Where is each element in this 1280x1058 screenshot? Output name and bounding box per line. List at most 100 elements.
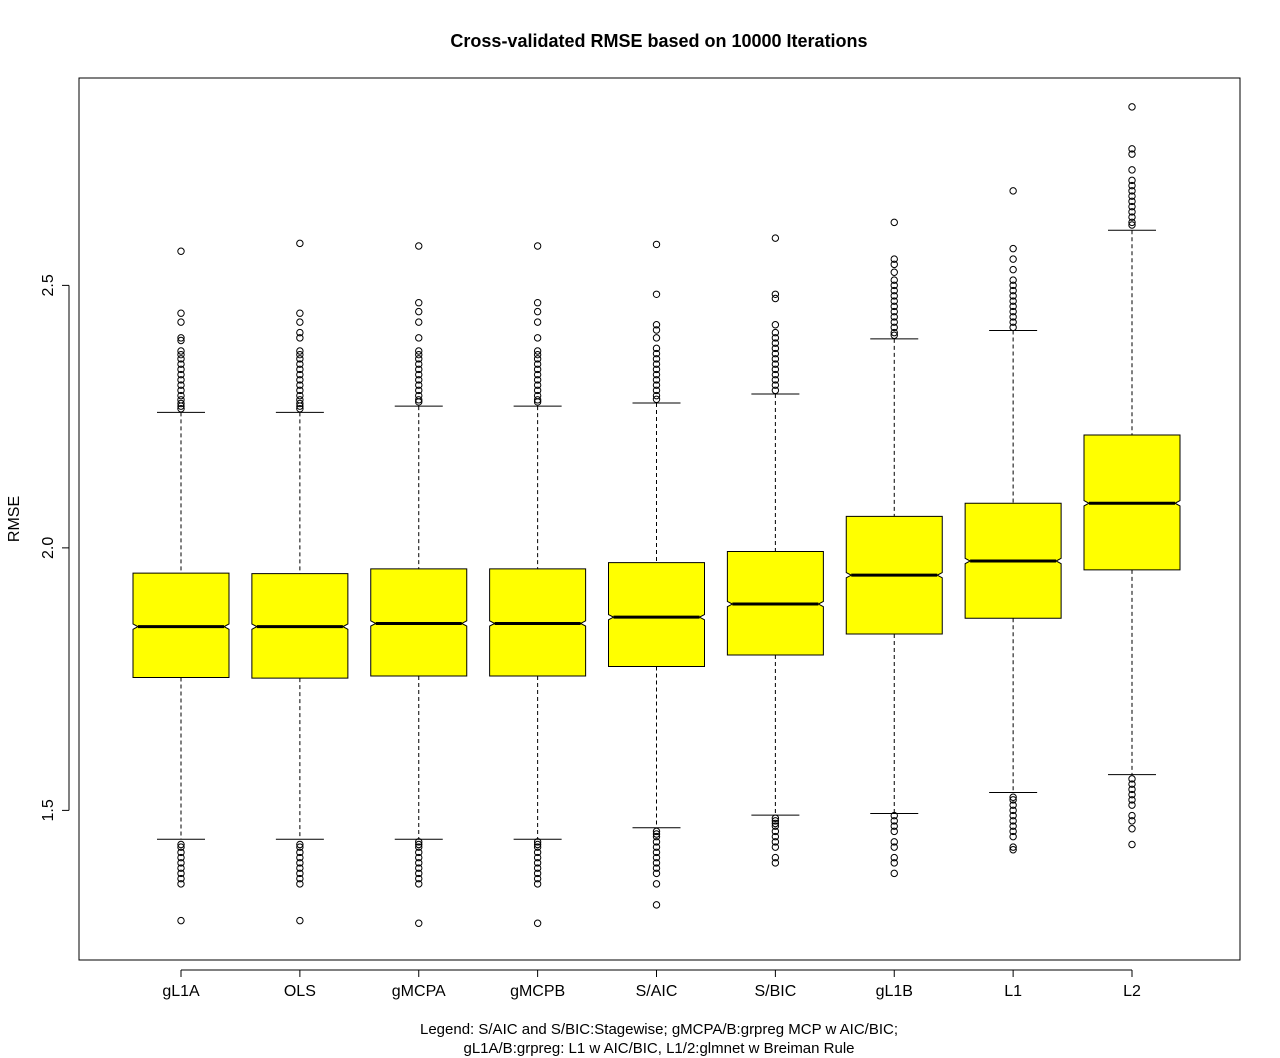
outlier-point bbox=[652, 321, 661, 329]
outlier-point bbox=[652, 355, 661, 363]
box-gMCPA bbox=[370, 242, 468, 927]
outlier-point bbox=[652, 370, 661, 379]
outlier-point bbox=[1128, 801, 1136, 809]
outlier-point bbox=[1128, 796, 1136, 804]
outlier-point bbox=[890, 853, 898, 862]
x-tick-label: S/BIC bbox=[754, 983, 796, 1000]
outlier-point bbox=[177, 309, 185, 317]
outlier-point bbox=[652, 880, 661, 888]
outlier-point bbox=[1128, 775, 1136, 783]
y-axis-label: RMSE bbox=[6, 496, 23, 542]
outlier-point bbox=[890, 268, 898, 276]
outlier-point bbox=[533, 376, 542, 384]
box-series bbox=[132, 103, 1181, 927]
outlier-point bbox=[890, 328, 898, 337]
outlier-point bbox=[296, 874, 304, 883]
outlier-point bbox=[533, 386, 542, 395]
outlier-point bbox=[771, 349, 780, 358]
outlier-point bbox=[296, 365, 304, 374]
outlier-point bbox=[771, 344, 780, 353]
outlier-point bbox=[415, 840, 423, 849]
outlier-point bbox=[652, 334, 661, 342]
outlier-point bbox=[296, 848, 304, 857]
outlier-point bbox=[415, 347, 423, 355]
outlier-point bbox=[771, 339, 780, 347]
outlier-point bbox=[1128, 150, 1136, 158]
outlier-point bbox=[533, 381, 542, 389]
outlier-point bbox=[890, 323, 898, 332]
outlier-point bbox=[652, 326, 661, 334]
outlier-point bbox=[652, 376, 661, 384]
x-axis: gL1A OLS gMCPA gMCPB S/AIC S/BIC gL1B L1 L2 bbox=[162, 969, 1141, 1000]
outlier-point bbox=[415, 381, 423, 389]
outlier-point bbox=[1128, 213, 1136, 221]
outlier-point bbox=[1009, 811, 1017, 820]
outlier-point bbox=[1128, 176, 1136, 185]
outlier-point bbox=[1009, 276, 1017, 284]
outlier-point bbox=[296, 334, 304, 342]
outlier-point bbox=[177, 381, 185, 389]
outlier-point bbox=[177, 391, 185, 400]
outlier-point bbox=[652, 853, 661, 862]
outlier-point bbox=[771, 365, 780, 374]
box-L2 bbox=[1083, 103, 1181, 849]
outlier-point bbox=[533, 242, 542, 250]
outlier-point bbox=[1009, 307, 1017, 316]
outlier-point bbox=[415, 242, 423, 250]
plot-frame bbox=[78, 77, 1241, 961]
outlier-point bbox=[533, 869, 542, 878]
outlier-point bbox=[177, 318, 185, 326]
outlier-point bbox=[771, 381, 780, 389]
outlier-point bbox=[652, 290, 661, 298]
outlier-point bbox=[1009, 796, 1017, 804]
outlier-point bbox=[177, 370, 185, 379]
outlier-point bbox=[177, 347, 185, 355]
outlier-point bbox=[1128, 202, 1136, 211]
outlier-point bbox=[415, 919, 423, 927]
outlier-point bbox=[771, 355, 780, 363]
outlier-point bbox=[533, 840, 542, 849]
outlier-point bbox=[296, 239, 304, 248]
outlier-point bbox=[533, 307, 542, 316]
outlier-point bbox=[177, 840, 185, 849]
outlier-point bbox=[890, 838, 898, 846]
outlier-point bbox=[415, 838, 423, 846]
outlier-point bbox=[1009, 292, 1017, 300]
outlier-point bbox=[652, 830, 661, 838]
outlier-point bbox=[415, 869, 423, 878]
outlier-point bbox=[533, 919, 542, 927]
outlier-point bbox=[652, 381, 661, 389]
outlier-point bbox=[890, 255, 898, 263]
outlier-point bbox=[415, 334, 423, 342]
outlier-point bbox=[890, 297, 898, 305]
outlier-point bbox=[415, 355, 423, 363]
outlier-point bbox=[296, 843, 304, 851]
outlier-point bbox=[1128, 840, 1136, 849]
outlier-point bbox=[533, 838, 542, 846]
outlier-point bbox=[890, 318, 898, 326]
outlier-point bbox=[890, 307, 898, 316]
outlier-point bbox=[1009, 255, 1017, 263]
outlier-point bbox=[177, 402, 185, 410]
outlier-point bbox=[890, 276, 898, 284]
caption-line-2: gL1A/B:grpreg: L1 w AIC/BIC, L1/2:glmnet… bbox=[463, 1040, 854, 1057]
box-body bbox=[608, 562, 705, 668]
outlier-point bbox=[415, 859, 423, 867]
outlier-point bbox=[296, 370, 304, 379]
x-tick-label: gMCPB bbox=[510, 983, 565, 1000]
outlier-point bbox=[296, 916, 304, 925]
outlier-point bbox=[1009, 281, 1017, 290]
outlier-point bbox=[1009, 313, 1017, 321]
outlier-point bbox=[177, 848, 185, 857]
outlier-point bbox=[652, 838, 661, 846]
outlier-point bbox=[1009, 806, 1017, 815]
outlier-point bbox=[1128, 192, 1136, 200]
outlier-point bbox=[771, 370, 780, 379]
outlier-point bbox=[177, 405, 185, 413]
outlier-point bbox=[771, 853, 780, 862]
outlier-point bbox=[415, 307, 423, 316]
outlier-point bbox=[296, 880, 304, 888]
outlier-point bbox=[533, 880, 542, 888]
outlier-point bbox=[415, 376, 423, 384]
